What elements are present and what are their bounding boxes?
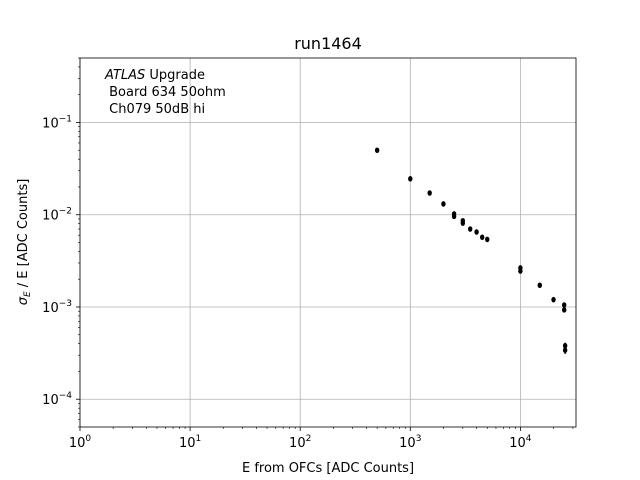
x-tick-label-base: 10 bbox=[69, 436, 86, 451]
y-tick-label-base: 10 bbox=[42, 209, 59, 224]
chart-title: run1464 bbox=[294, 34, 362, 53]
data-point bbox=[561, 307, 567, 313]
x-tick-label-exp: 0 bbox=[85, 434, 91, 444]
data-points bbox=[374, 147, 568, 354]
x-tick-label-exp: 4 bbox=[526, 434, 532, 444]
y-tick-label: 10−2 bbox=[42, 207, 72, 224]
plot-area bbox=[80, 58, 576, 427]
y-tick-label-base: 10 bbox=[42, 393, 59, 408]
data-point bbox=[467, 226, 473, 232]
data-point bbox=[562, 347, 568, 354]
annotation-channel: Ch079 50dB hi bbox=[105, 102, 205, 117]
y-tick-label-exp: −2 bbox=[59, 207, 72, 217]
x-tick-label: 100 bbox=[69, 434, 92, 451]
y-axis-label-subscript: E bbox=[23, 291, 33, 297]
x-tick-label-base: 10 bbox=[179, 436, 196, 451]
annotation-board: Board 634 50ohm bbox=[105, 85, 226, 100]
y-axis-label: σE / E [ADC Counts] bbox=[16, 179, 33, 306]
y-axis-label-sigma: σ bbox=[16, 296, 31, 305]
y-tick-label-exp: −1 bbox=[59, 114, 72, 124]
x-tick-label: 103 bbox=[399, 434, 421, 451]
annotation-upgrade: Upgrade bbox=[145, 68, 205, 83]
plot-frame bbox=[79, 57, 577, 428]
x-tick-label: 104 bbox=[509, 434, 532, 451]
data-point bbox=[562, 342, 568, 349]
annotation-atlas: ATLAS bbox=[104, 68, 145, 83]
data-point bbox=[537, 282, 542, 289]
data-point bbox=[427, 190, 432, 196]
x-tick-label-exp: 3 bbox=[416, 434, 422, 444]
data-point bbox=[408, 176, 413, 182]
y-tick-label-base: 10 bbox=[42, 116, 59, 131]
data-point bbox=[485, 236, 490, 243]
annotation: ATLAS Upgrade Board 634 50ohm Ch079 50dB… bbox=[104, 68, 230, 117]
data-point bbox=[480, 234, 485, 241]
x-tick-label-base: 10 bbox=[399, 436, 416, 451]
y-tick-label: 10−4 bbox=[42, 391, 72, 408]
x-tick-label: 102 bbox=[289, 434, 311, 451]
data-point bbox=[441, 201, 446, 207]
x-tick-label-exp: 1 bbox=[196, 434, 202, 444]
x-tick-label-base: 10 bbox=[289, 436, 306, 451]
x-axis-label: E from OFCs [ADC Counts] bbox=[242, 461, 414, 476]
grid bbox=[79, 58, 576, 427]
data-point bbox=[561, 302, 567, 308]
data-point bbox=[460, 220, 466, 226]
y-tick-label: 10−1 bbox=[42, 114, 72, 131]
data-point bbox=[474, 229, 479, 235]
data-point bbox=[374, 147, 380, 154]
x-tick-label-base: 10 bbox=[509, 436, 526, 451]
x-tick-label-exp: 2 bbox=[306, 434, 312, 444]
y-tick-label: 10−3 bbox=[42, 299, 72, 316]
x-tick-label: 101 bbox=[179, 434, 201, 451]
data-point bbox=[551, 296, 556, 303]
data-point bbox=[518, 268, 523, 274]
y-tick-label-exp: −4 bbox=[59, 391, 73, 401]
y-axis-label-rest: / E [ADC Counts] bbox=[16, 179, 31, 292]
y-tick-label-base: 10 bbox=[42, 301, 59, 316]
y-tick-label-exp: −3 bbox=[59, 299, 72, 309]
data-point bbox=[451, 213, 457, 220]
